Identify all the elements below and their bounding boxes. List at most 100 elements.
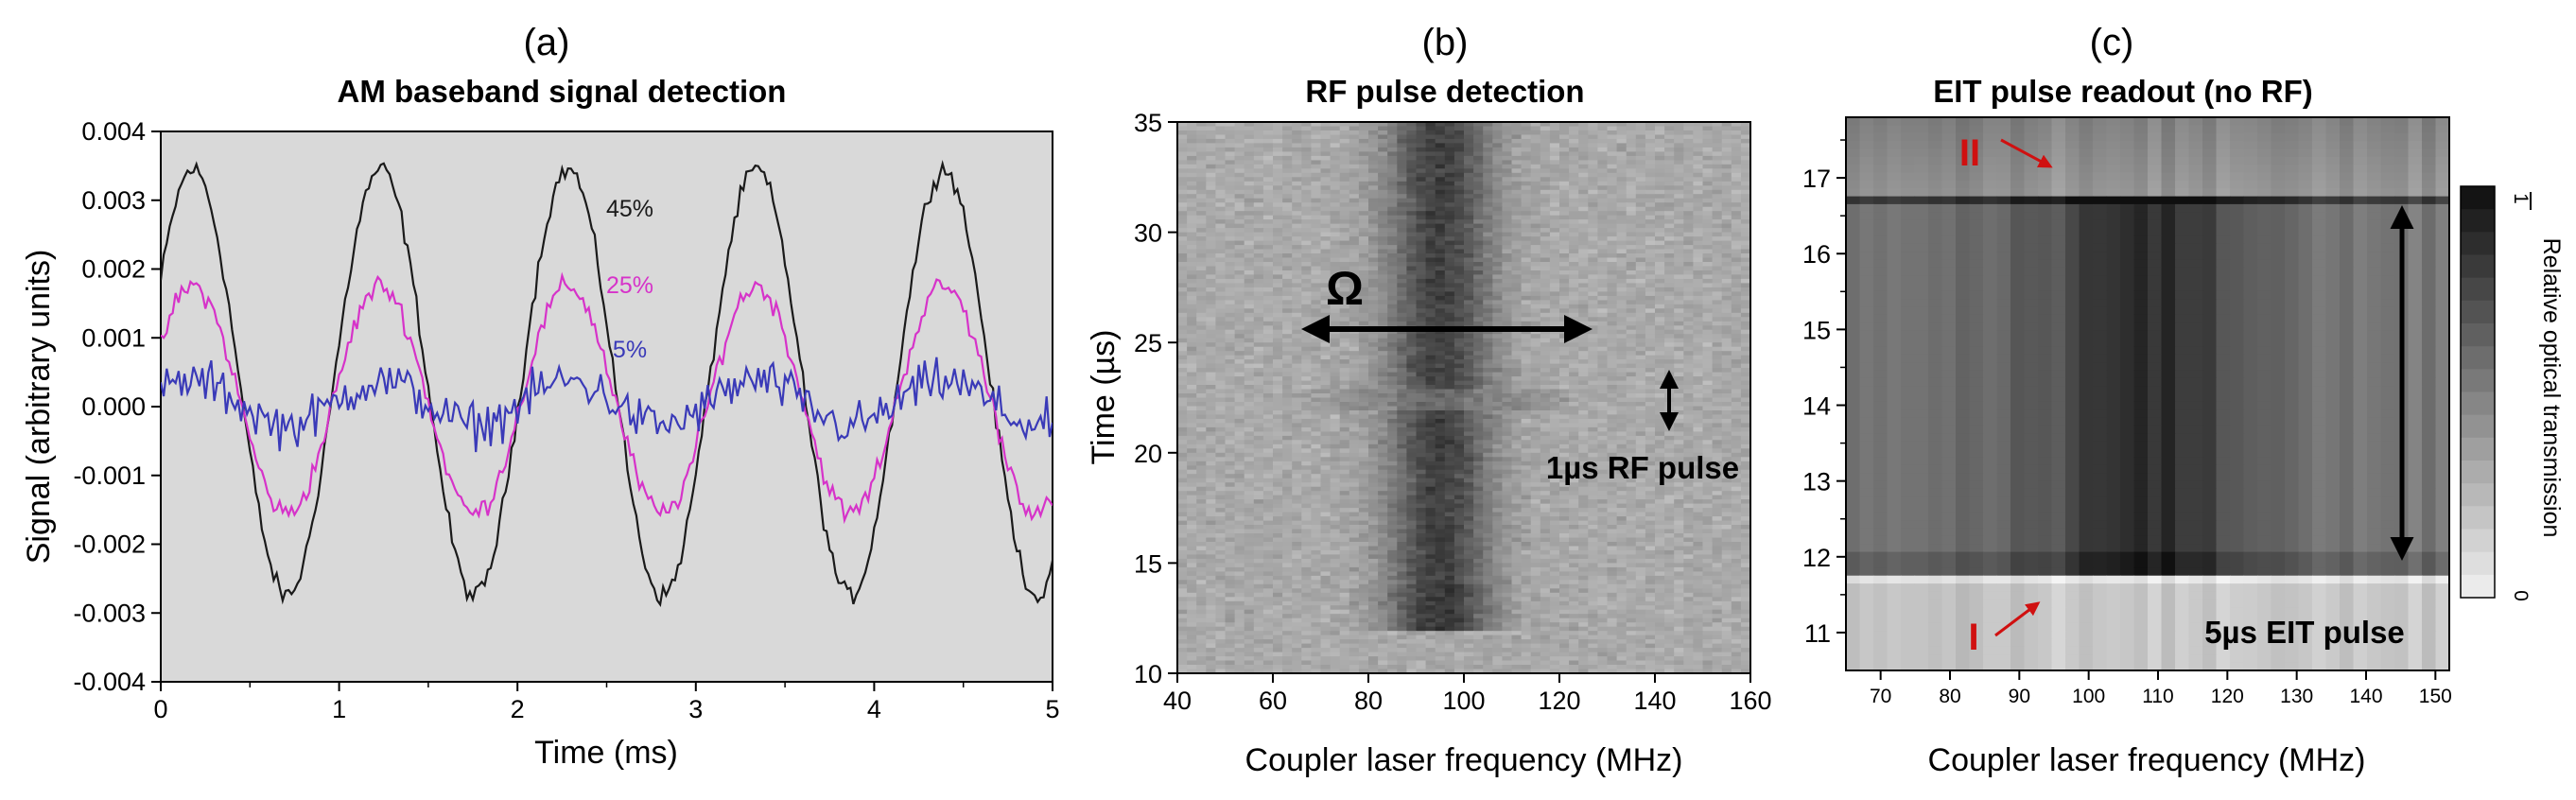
heatmap-cell: [1187, 342, 1197, 348]
heatmap-cell: [1635, 376, 1646, 382]
heatmap-cell: [1740, 155, 1750, 161]
heatmap-cell: [1578, 372, 1589, 377]
heatmap-cell: [1731, 300, 1742, 305]
heatmap-cell: [1511, 181, 1523, 186]
heatmap-cell: [1292, 262, 1302, 268]
heatmap-cell: [1225, 270, 1236, 276]
heatmap-cell: [1473, 185, 1484, 191]
heatmap-cell: [1530, 130, 1541, 136]
heatmap-cell: [1378, 469, 1388, 475]
heatmap-cell: [1292, 414, 1302, 420]
heatmap-cell: [1206, 266, 1216, 271]
heatmap-cell: [1301, 359, 1312, 365]
heatmap-cell: [1387, 206, 1398, 212]
heatmap-cell: [1196, 329, 1207, 335]
heatmap-cell: [1674, 406, 1684, 411]
heatmap-cell: [1435, 435, 1446, 441]
heatmap-cell: [1262, 228, 1274, 234]
heatmap-cell: [1435, 402, 1446, 408]
heatmap-cell: [1492, 397, 1503, 403]
heatmap-cell: [1578, 240, 1589, 246]
heatmap-cell: [1177, 351, 1188, 357]
heatmap-cell: [1339, 397, 1350, 403]
heatmap-cell: [1225, 410, 1236, 416]
heatmap-cell: [1273, 206, 1283, 212]
heatmap-cell: [1378, 278, 1388, 284]
heatmap-cell: [1655, 397, 1665, 403]
heatmap-cell: [1435, 465, 1446, 471]
heatmap-cell: [1253, 295, 1264, 301]
heatmap-cell: [1444, 397, 1455, 403]
heatmap-cell: [1530, 215, 1541, 220]
heatmap-cell: [1330, 177, 1341, 183]
heatmap-cell: [1607, 232, 1618, 237]
heatmap-cell: [1378, 363, 1388, 369]
heatmap-cell: [1578, 363, 1589, 369]
heatmap-cell: [1569, 443, 1579, 449]
heatmap-cell: [1731, 418, 1742, 424]
heatmap-cell: [1578, 465, 1589, 471]
heatmap-cell: [1425, 155, 1436, 161]
heatmap-cell: [1693, 262, 1704, 268]
heatmap-cell: [1511, 236, 1523, 242]
heatmap-cell: [1521, 194, 1532, 200]
heatmap-cell: [1330, 308, 1341, 314]
heatmap-cell: [1187, 372, 1197, 377]
heatmap-cell: [1301, 143, 1312, 148]
heatmap-cell: [1358, 168, 1369, 174]
heatmap-cell: [1282, 431, 1293, 437]
heatmap-cell: [1483, 389, 1493, 394]
heatmap-cell: [1215, 321, 1227, 326]
heatmap-cell: [1234, 138, 1245, 144]
heatmap-cell: [1559, 452, 1570, 458]
heatmap-cell: [1416, 240, 1427, 246]
heatmap-cell: [1569, 262, 1579, 268]
heatmap-cell: [1292, 206, 1302, 212]
heatmap-cell: [1549, 126, 1560, 131]
heatmap-cell: [1511, 202, 1523, 208]
heatmap-cell: [1177, 160, 1188, 165]
heatmap-cell: [1635, 181, 1646, 186]
heatmap-cell: [1578, 168, 1589, 174]
heatmap-cell: [1626, 160, 1637, 165]
heatmap-cell: [1225, 368, 1236, 374]
heatmap-cell: [1453, 346, 1465, 352]
heatmap-cell: [1301, 122, 1312, 128]
heatmap-cell: [1206, 198, 1216, 203]
heatmap-cell: [1616, 406, 1627, 411]
heatmap-cell: [1406, 380, 1418, 386]
heatmap-cell: [1740, 257, 1750, 263]
heatmap-cell: [1721, 249, 1732, 254]
heatmap-cell: [1358, 223, 1369, 229]
heatmap-cell: [1225, 423, 1236, 428]
heatmap-cell: [1453, 414, 1465, 420]
heatmap-cell: [1702, 287, 1714, 292]
heatmap-cell: [1702, 245, 1714, 251]
heatmap-cell: [1244, 228, 1255, 234]
heatmap-cell: [1187, 393, 1197, 399]
heatmap-cell: [1378, 283, 1388, 288]
heatmap-cell: [1397, 138, 1407, 144]
heatmap-cell: [1521, 448, 1532, 454]
heatmap-cell: [1262, 300, 1274, 305]
heatmap-cell: [1225, 363, 1236, 369]
heatmap-cell: [1292, 317, 1302, 322]
heatmap-cell: [1569, 346, 1579, 352]
heatmap-cell: [1244, 359, 1255, 365]
heatmap-cell: [1664, 211, 1675, 217]
heatmap-cell: [1712, 389, 1723, 394]
heatmap-cell: [1721, 321, 1732, 326]
heatmap-cell: [1416, 245, 1427, 251]
heatmap-cell: [1311, 143, 1322, 148]
heatmap-cell: [1378, 185, 1388, 191]
heatmap-cell: [1244, 397, 1255, 403]
heatmap-cell: [1578, 172, 1589, 178]
heatmap-cell: [1273, 262, 1283, 268]
heatmap-cell: [1187, 134, 1197, 140]
heatmap-cell: [1349, 380, 1360, 386]
heatmap-cell: [1645, 376, 1656, 382]
heatmap-cell: [1444, 300, 1455, 305]
heatmap-cell: [1320, 253, 1332, 259]
heatmap-cell: [1215, 122, 1227, 128]
heatmap-cell: [1206, 147, 1216, 152]
